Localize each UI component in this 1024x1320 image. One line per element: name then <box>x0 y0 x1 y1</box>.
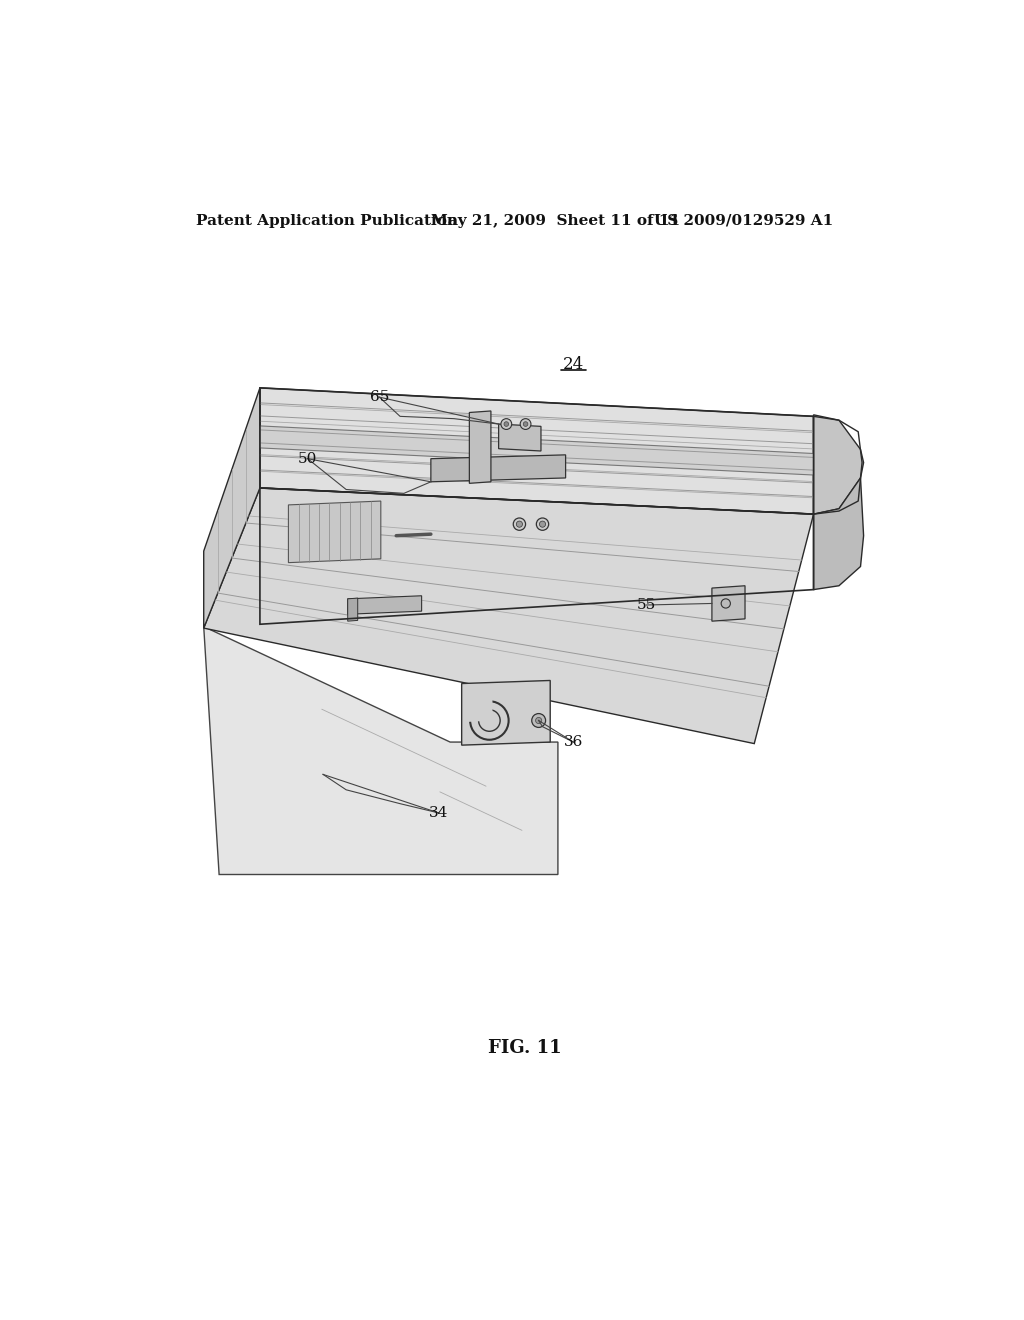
Text: US 2009/0129529 A1: US 2009/0129529 A1 <box>654 214 834 228</box>
Polygon shape <box>813 478 863 590</box>
Circle shape <box>721 599 730 609</box>
Text: Patent Application Publication: Patent Application Publication <box>196 214 458 228</box>
Circle shape <box>516 521 522 527</box>
Text: 34: 34 <box>429 807 449 820</box>
Polygon shape <box>499 424 541 451</box>
Polygon shape <box>348 598 357 622</box>
Polygon shape <box>348 595 422 614</box>
Polygon shape <box>712 586 745 622</box>
Text: 24: 24 <box>562 356 584 374</box>
Polygon shape <box>469 411 490 483</box>
Polygon shape <box>204 627 558 875</box>
Polygon shape <box>813 414 863 515</box>
Circle shape <box>523 422 528 426</box>
Text: 50: 50 <box>298 451 317 466</box>
Polygon shape <box>289 502 381 562</box>
Circle shape <box>536 718 542 723</box>
Polygon shape <box>260 426 813 475</box>
Circle shape <box>520 418 531 429</box>
Text: FIG. 11: FIG. 11 <box>488 1039 561 1057</box>
Polygon shape <box>462 681 550 744</box>
Text: May 21, 2009  Sheet 11 of 11: May 21, 2009 Sheet 11 of 11 <box>431 214 680 228</box>
Polygon shape <box>260 388 813 515</box>
Circle shape <box>504 422 509 426</box>
Circle shape <box>540 521 546 527</box>
Polygon shape <box>466 692 493 722</box>
Polygon shape <box>431 455 565 482</box>
Circle shape <box>537 517 549 531</box>
Polygon shape <box>813 416 854 552</box>
Circle shape <box>501 418 512 429</box>
Text: 36: 36 <box>563 735 583 748</box>
Polygon shape <box>204 388 260 628</box>
Circle shape <box>531 714 546 727</box>
Text: 55: 55 <box>637 598 656 612</box>
Text: 65: 65 <box>370 391 389 404</box>
Circle shape <box>513 517 525 531</box>
Polygon shape <box>204 488 813 743</box>
